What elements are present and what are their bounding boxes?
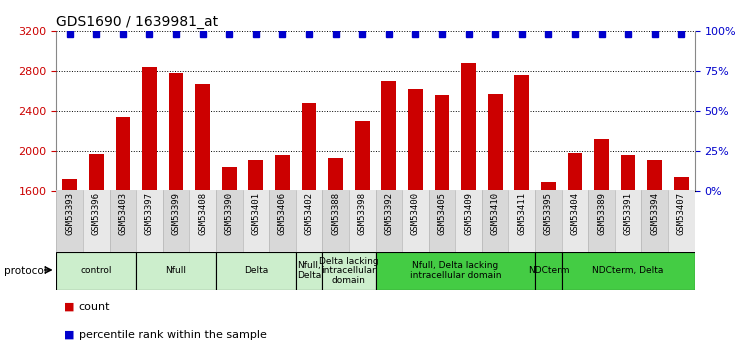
Text: GSM53410: GSM53410 [490, 191, 499, 235]
Text: GSM53388: GSM53388 [331, 191, 340, 235]
Text: ■: ■ [64, 302, 74, 312]
Text: NDCterm: NDCterm [528, 266, 569, 275]
Bar [382, 81, 396, 191]
Bar [376, 252, 535, 290]
Bar [322, 190, 349, 252]
Bar [62, 179, 77, 191]
Text: GSM53390: GSM53390 [225, 191, 234, 235]
Bar [89, 154, 104, 191]
Bar [163, 190, 189, 252]
Bar [249, 160, 263, 191]
Bar [216, 252, 296, 290]
Text: Nfull,
Delta: Nfull, Delta [297, 262, 321, 280]
Bar [349, 190, 376, 252]
Bar [408, 89, 423, 191]
Bar [243, 190, 269, 252]
Text: GSM53403: GSM53403 [119, 191, 128, 235]
Text: Delta lacking
intracellular
domain: Delta lacking intracellular domain [319, 257, 379, 285]
Text: percentile rank within the sample: percentile rank within the sample [79, 330, 267, 339]
Bar [116, 117, 130, 191]
Bar [562, 252, 695, 290]
Bar [222, 167, 237, 191]
Text: GSM53402: GSM53402 [304, 191, 313, 235]
Bar [621, 155, 635, 191]
Bar [275, 155, 290, 191]
Bar [568, 154, 582, 191]
Text: GSM53406: GSM53406 [278, 191, 287, 235]
Bar [461, 63, 476, 191]
Text: GSM53411: GSM53411 [517, 191, 526, 235]
Bar [455, 190, 482, 252]
Bar [296, 252, 322, 290]
Bar [142, 67, 157, 191]
Text: Nfull, Delta lacking
intracellular domain: Nfull, Delta lacking intracellular domai… [409, 262, 501, 280]
Text: GSM53395: GSM53395 [544, 191, 553, 235]
Bar [136, 252, 216, 290]
Bar [136, 190, 163, 252]
Bar [674, 177, 689, 191]
Text: GDS1690 / 1639981_at: GDS1690 / 1639981_at [56, 14, 219, 29]
Bar [189, 190, 216, 252]
Bar [376, 190, 402, 252]
Text: GSM53409: GSM53409 [464, 191, 473, 235]
Text: GSM53389: GSM53389 [597, 191, 606, 235]
Bar [615, 190, 641, 252]
Text: GSM53401: GSM53401 [252, 191, 261, 235]
Bar [216, 190, 243, 252]
Bar [514, 75, 529, 191]
Text: GSM53394: GSM53394 [650, 191, 659, 235]
Text: protocol: protocol [4, 266, 47, 276]
Bar [535, 190, 562, 252]
Bar [169, 73, 183, 191]
Bar [588, 190, 615, 252]
Bar [541, 183, 556, 191]
Bar [328, 158, 343, 191]
Bar [429, 190, 455, 252]
Bar [641, 190, 668, 252]
Bar [110, 190, 136, 252]
Bar [594, 139, 609, 191]
Text: GSM53408: GSM53408 [198, 191, 207, 235]
Text: ■: ■ [64, 330, 74, 339]
Bar [488, 94, 502, 191]
Text: Delta: Delta [243, 266, 268, 275]
Text: Nfull: Nfull [165, 266, 186, 275]
Bar [56, 190, 83, 252]
Text: GSM53396: GSM53396 [92, 191, 101, 235]
Text: GSM53405: GSM53405 [438, 191, 447, 235]
Text: count: count [79, 302, 110, 312]
Bar [647, 160, 662, 191]
Text: GSM53397: GSM53397 [145, 191, 154, 235]
Bar [535, 252, 562, 290]
Bar [435, 95, 449, 191]
Text: control: control [80, 266, 112, 275]
Text: GSM53392: GSM53392 [385, 191, 394, 235]
Bar [195, 84, 210, 191]
Text: GSM53393: GSM53393 [65, 191, 74, 235]
Bar [322, 252, 376, 290]
Bar [355, 121, 369, 191]
Bar [296, 190, 322, 252]
Bar [302, 103, 316, 191]
Text: NDCterm, Delta: NDCterm, Delta [593, 266, 664, 275]
Text: GSM53407: GSM53407 [677, 191, 686, 235]
Text: GSM53391: GSM53391 [623, 191, 632, 235]
Bar [562, 190, 588, 252]
Bar [269, 190, 296, 252]
Text: GSM53398: GSM53398 [357, 191, 366, 235]
Bar [508, 190, 535, 252]
Text: GSM53404: GSM53404 [571, 191, 580, 235]
Bar [482, 190, 508, 252]
Bar [668, 190, 695, 252]
Bar [402, 190, 429, 252]
Bar [83, 190, 110, 252]
Bar [56, 252, 136, 290]
Text: GSM53400: GSM53400 [411, 191, 420, 235]
Text: GSM53399: GSM53399 [171, 191, 180, 235]
